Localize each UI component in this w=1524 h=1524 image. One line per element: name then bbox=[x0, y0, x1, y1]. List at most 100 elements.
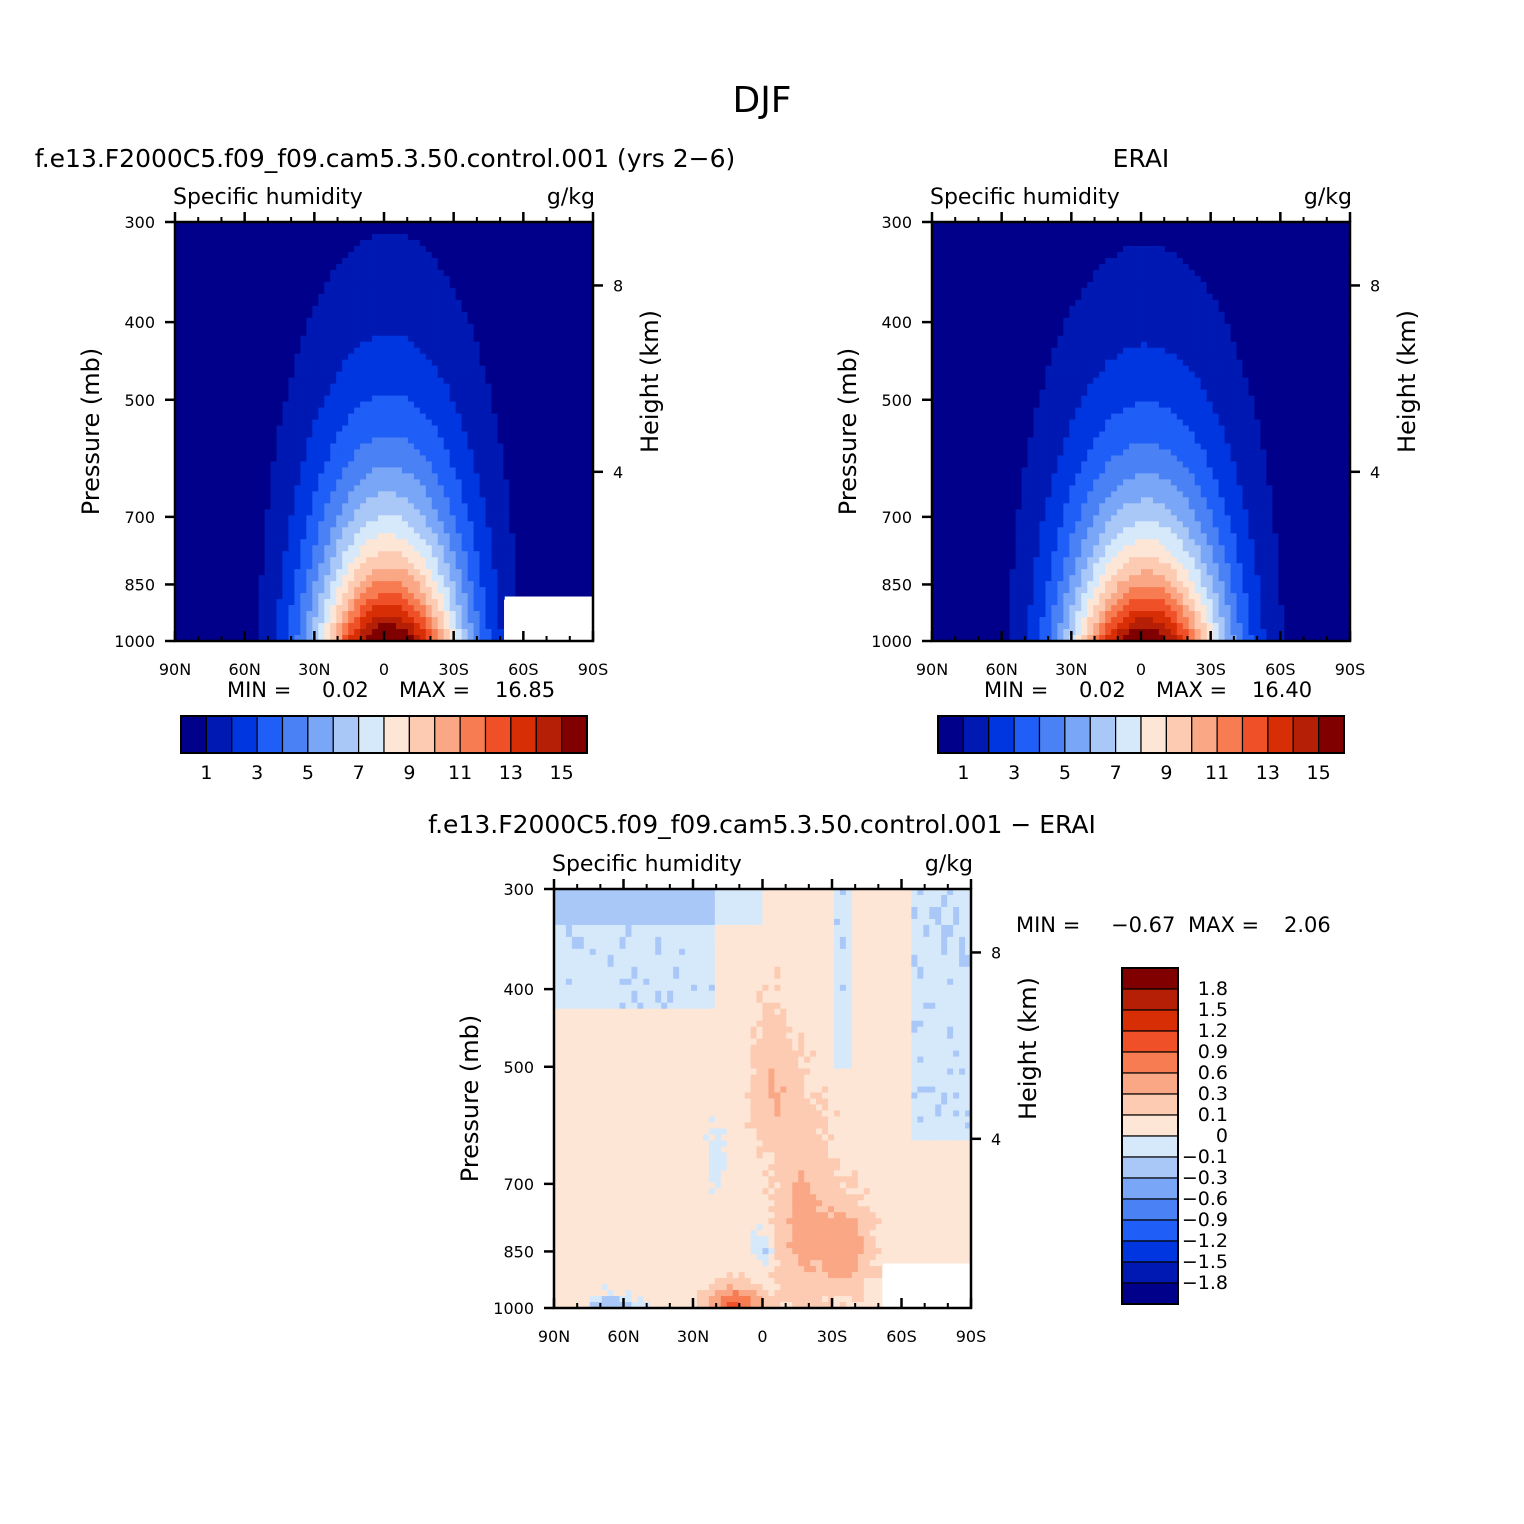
model-cell bbox=[366, 599, 373, 606]
model-cell bbox=[342, 425, 349, 433]
model-cell bbox=[294, 311, 301, 319]
model-cell bbox=[264, 587, 272, 594]
model-cell bbox=[467, 521, 475, 528]
model-cell bbox=[360, 509, 367, 516]
model-cell bbox=[378, 395, 385, 403]
model-cell bbox=[282, 515, 290, 522]
model-cell bbox=[294, 227, 301, 235]
model-cell bbox=[527, 377, 534, 385]
model-cell bbox=[306, 269, 313, 277]
model-missing-data bbox=[504, 596, 593, 641]
model-cell bbox=[282, 251, 290, 259]
model-cell bbox=[204, 629, 212, 636]
model-cell bbox=[216, 497, 224, 504]
model-cell bbox=[443, 389, 451, 397]
model-cell bbox=[175, 443, 182, 451]
model-cell bbox=[437, 527, 445, 534]
model-cell bbox=[407, 251, 415, 259]
model-cell bbox=[497, 581, 505, 588]
model-cell bbox=[527, 395, 534, 403]
obs-cell bbox=[932, 389, 939, 397]
model-cell bbox=[360, 623, 367, 630]
model-cell bbox=[551, 245, 558, 253]
model-cell bbox=[545, 491, 552, 498]
model-cell bbox=[479, 521, 487, 528]
model-cell bbox=[384, 557, 391, 564]
model-cell bbox=[407, 287, 415, 295]
model-cell bbox=[551, 563, 558, 570]
model-cell bbox=[312, 575, 319, 582]
model-cell bbox=[264, 437, 272, 445]
model-cell bbox=[413, 407, 421, 415]
model-cell bbox=[204, 222, 212, 229]
model-cell bbox=[246, 497, 254, 504]
model-cell bbox=[330, 521, 337, 528]
model-cell bbox=[360, 257, 367, 265]
model-cell bbox=[180, 575, 188, 582]
model-cell bbox=[228, 539, 236, 546]
model-cell bbox=[342, 485, 349, 492]
model-cell bbox=[276, 635, 284, 642]
model-cell bbox=[557, 497, 564, 504]
model-cell bbox=[401, 479, 409, 486]
model-cell bbox=[198, 437, 206, 445]
model-cell bbox=[431, 299, 439, 307]
model-cell bbox=[234, 407, 242, 415]
model-cell bbox=[533, 227, 540, 235]
model-cell bbox=[401, 449, 409, 457]
model-cell bbox=[479, 245, 487, 253]
model-cell bbox=[264, 269, 272, 277]
model-cell bbox=[443, 605, 451, 612]
model-cell bbox=[425, 353, 433, 361]
model-cell bbox=[342, 335, 349, 343]
model-cell bbox=[461, 293, 469, 301]
model-cell bbox=[264, 419, 272, 427]
model-cell bbox=[563, 425, 570, 433]
model-cell bbox=[539, 305, 546, 313]
model-cell bbox=[515, 287, 522, 295]
model-cell bbox=[509, 545, 516, 552]
model-cell bbox=[204, 635, 212, 642]
model-cell bbox=[336, 395, 343, 403]
model-cell bbox=[587, 587, 594, 594]
model-cell bbox=[324, 395, 331, 403]
model-cell bbox=[306, 275, 313, 283]
model-cell bbox=[503, 323, 510, 331]
model-cell bbox=[431, 431, 439, 439]
model-cell bbox=[306, 227, 313, 235]
model-cell bbox=[557, 233, 564, 241]
model-cell bbox=[180, 467, 188, 474]
model-cell bbox=[437, 569, 445, 576]
obs-cell bbox=[932, 365, 939, 373]
model-cell bbox=[180, 335, 188, 343]
model-cell bbox=[503, 227, 510, 235]
model-cell bbox=[318, 563, 325, 570]
model-cell bbox=[258, 617, 266, 624]
model-cell bbox=[354, 281, 361, 289]
model-cell bbox=[509, 222, 516, 229]
model-cell bbox=[222, 449, 230, 457]
model-cell bbox=[401, 311, 409, 319]
model-cell bbox=[479, 557, 487, 564]
model-cell bbox=[246, 539, 254, 546]
model-cell bbox=[330, 359, 337, 367]
model-cell bbox=[288, 395, 296, 403]
model-cell bbox=[300, 635, 307, 642]
model-cell bbox=[354, 479, 361, 486]
model-cell bbox=[431, 479, 439, 486]
model-cell bbox=[312, 497, 319, 504]
model-cell bbox=[449, 347, 457, 355]
model-cell bbox=[186, 245, 194, 253]
model-colorbar-box bbox=[358, 715, 385, 754]
model-cell bbox=[467, 377, 475, 385]
model-cell bbox=[175, 383, 182, 391]
model-cell bbox=[389, 635, 397, 642]
model-cell bbox=[276, 629, 284, 636]
model-cell bbox=[575, 539, 582, 546]
model-cell bbox=[581, 443, 588, 451]
model-cell bbox=[389, 239, 397, 247]
model-cell bbox=[497, 305, 505, 313]
model-cell bbox=[389, 419, 397, 427]
model-cell bbox=[413, 485, 421, 492]
model-cell bbox=[581, 359, 588, 367]
